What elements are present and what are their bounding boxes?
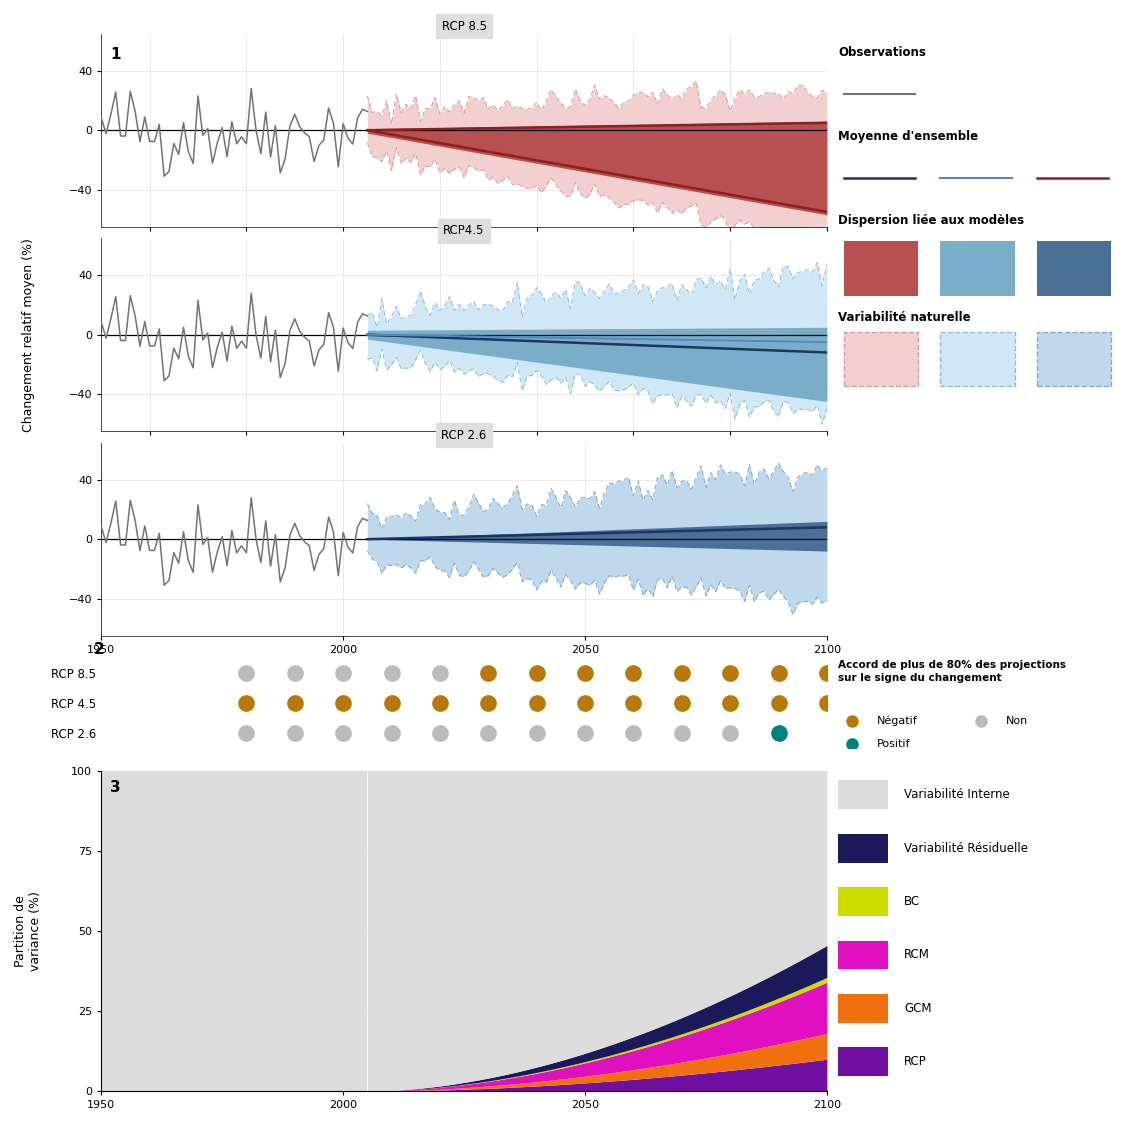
Text: Variabilité Résiduelle: Variabilité Résiduelle xyxy=(904,842,1028,855)
Bar xyxy=(838,940,888,970)
Title: RCP 2.6: RCP 2.6 xyxy=(441,429,487,441)
Bar xyxy=(1036,332,1112,386)
Text: RCP: RCP xyxy=(904,1055,927,1069)
Text: RCM: RCM xyxy=(904,948,930,962)
Bar xyxy=(838,781,888,809)
Bar xyxy=(940,332,1015,386)
Text: Variabilité Interne: Variabilité Interne xyxy=(904,789,1010,801)
Text: Positif: Positif xyxy=(876,739,910,748)
Text: Partition de
variance (%): Partition de variance (%) xyxy=(15,891,42,971)
Text: Variabilité naturelle: Variabilité naturelle xyxy=(838,310,971,324)
Bar xyxy=(838,888,888,916)
Bar xyxy=(838,994,888,1023)
Text: Accord de plus de 80% des projections
sur le signe du changement: Accord de plus de 80% des projections su… xyxy=(838,660,1066,683)
Bar xyxy=(844,332,918,386)
Text: BC: BC xyxy=(904,896,920,908)
Bar xyxy=(844,242,918,296)
Text: Changement relatif moyen (%): Changement relatif moyen (%) xyxy=(21,237,35,432)
Text: Négatif: Négatif xyxy=(876,716,918,727)
Bar xyxy=(940,242,1015,296)
Text: Dispersion liée aux modèles: Dispersion liée aux modèles xyxy=(838,214,1024,227)
Title: RCP4.5: RCP4.5 xyxy=(443,224,485,237)
Text: 3: 3 xyxy=(110,781,120,795)
Title: RCP 8.5: RCP 8.5 xyxy=(441,19,486,33)
Text: Non: Non xyxy=(1006,717,1028,726)
Text: GCM: GCM xyxy=(904,1002,931,1015)
Text: Moyenne d'ensemble: Moyenne d'ensemble xyxy=(838,130,979,143)
Bar xyxy=(838,834,888,863)
Bar xyxy=(1036,242,1112,296)
Text: Observations: Observations xyxy=(838,46,926,58)
Text: 1: 1 xyxy=(110,47,120,62)
Text: 2: 2 xyxy=(94,642,105,657)
Bar xyxy=(838,1047,888,1077)
